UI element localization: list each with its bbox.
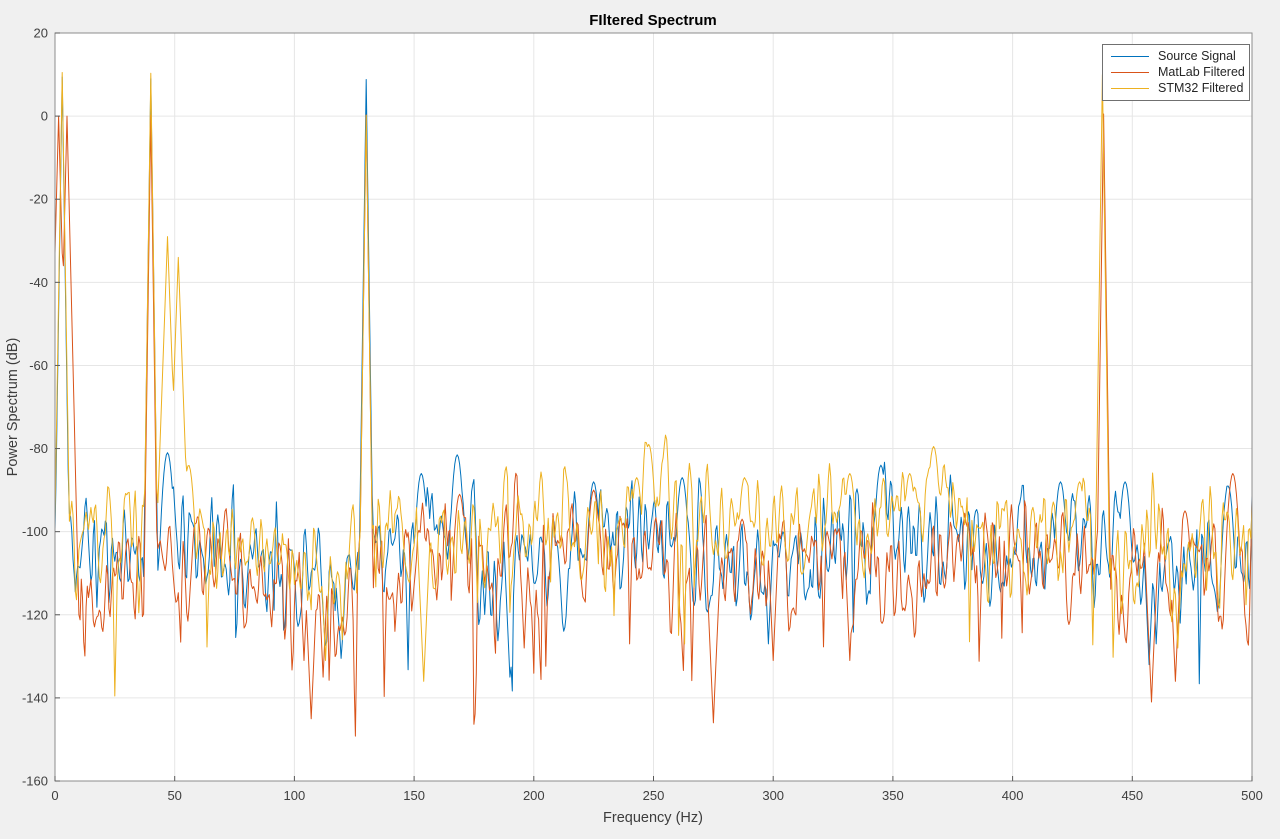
x-axis-label: Frequency (Hz) (603, 810, 703, 826)
y-tick-label: -140 (22, 690, 48, 705)
y-tick-label: -100 (22, 524, 48, 539)
y-tick-label: -20 (29, 192, 48, 207)
legend-item-stm32-filtered: STM32 Filtered (1103, 80, 1249, 96)
y-tick-label: -40 (29, 275, 48, 290)
y-tick-label: -80 (29, 441, 48, 456)
x-tick-label: 500 (1241, 788, 1263, 803)
series-line-2 (55, 72, 1252, 697)
series-line-1 (55, 113, 1252, 737)
legend-label: STM32 Filtered (1158, 81, 1244, 95)
legend-line-sample (1111, 87, 1149, 89)
x-tick-label: 0 (51, 788, 58, 803)
x-tick-label: 200 (523, 788, 545, 803)
y-tick-label: -160 (22, 774, 48, 789)
y-tick-label: 20 (34, 26, 48, 41)
x-tick-label: 300 (762, 788, 784, 803)
legend-label: Source Signal (1158, 49, 1236, 63)
x-tick-label: 150 (403, 788, 425, 803)
legend-label: MatLab Filtered (1158, 65, 1245, 79)
legend-item-source-signal: Source Signal (1103, 48, 1249, 64)
x-tick-label: 250 (643, 788, 665, 803)
x-tick-label: 400 (1002, 788, 1024, 803)
x-tick-label: 100 (284, 788, 306, 803)
y-tick-label: 0 (41, 109, 48, 124)
legend-line-sample (1111, 71, 1149, 73)
x-tick-label: 50 (167, 788, 181, 803)
chart-title: FIltered Spectrum (589, 12, 717, 29)
series-group (55, 72, 1252, 737)
x-tick-label: 450 (1121, 788, 1143, 803)
legend-line-sample (1111, 55, 1149, 57)
legend-item-matlab-filtered: MatLab Filtered (1103, 64, 1249, 80)
x-tick-label: 350 (882, 788, 904, 803)
legend[interactable]: Source Signal MatLab Filtered STM32 Filt… (1102, 44, 1250, 101)
y-tick-label: -120 (22, 607, 48, 622)
y-tick-label: -60 (29, 358, 48, 373)
